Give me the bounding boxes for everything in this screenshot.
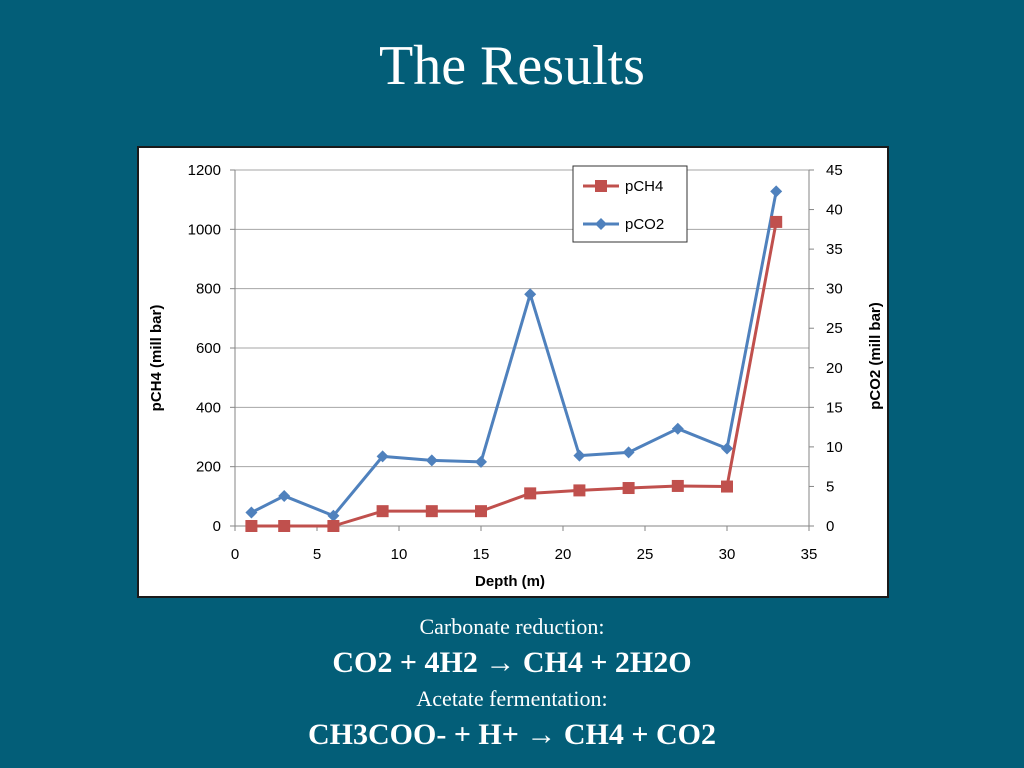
y-tick-label: 1000: [188, 221, 221, 238]
x-tick-label: 5: [313, 546, 321, 563]
reaction-label: Carbonate reduction:: [419, 614, 605, 639]
data-point-pch4: [278, 520, 291, 532]
y2-tick-label: 30: [826, 281, 843, 298]
data-point-pch4: [245, 520, 258, 532]
y2-tick-label: 5: [826, 478, 834, 495]
data-point-pch4: [622, 482, 635, 495]
y2-tick-label: 0: [826, 518, 834, 535]
series-line-pco2: [250, 191, 778, 518]
data-point-pch4: [770, 215, 783, 228]
data-point-pch4: [475, 505, 487, 518]
series-line-pch4: [251, 221, 778, 528]
y2-tick-label: 15: [826, 399, 843, 416]
data-point-pco2: [327, 509, 340, 522]
data-point-pco2: [376, 450, 389, 463]
data-point-pco2: [245, 506, 258, 519]
y-tick-label: 600: [196, 340, 221, 357]
data-point-pch4: [573, 484, 586, 497]
data-point-pco2: [475, 455, 487, 468]
data-point-pch4: [425, 505, 438, 518]
x-tick-label: 15: [473, 546, 490, 563]
y-tick-label: 1200: [188, 162, 221, 179]
y-axis-right-title: pCO2 (mill bar): [867, 302, 884, 410]
chart-frame: 0 200 400 600 800 1000 1200 0 5 10 15 20 25 30 35 40 45 0…: [137, 146, 889, 598]
data-point-pch4: [376, 505, 389, 518]
x-tick-label: 20: [555, 546, 572, 563]
reaction-equation: CO2 + 4H2 → CH4 + 2H2O: [332, 646, 692, 679]
legend: pCH4 pCO2: [572, 165, 688, 243]
x-tick-label: 25: [637, 546, 654, 563]
reaction-label: Acetate fermentation:: [416, 686, 608, 711]
series: [245, 185, 783, 532]
legend-swatch-marker: [595, 180, 607, 192]
x-axis-title: Depth (m): [475, 573, 545, 590]
data-point-pch4: [327, 520, 340, 532]
data-point-pco2: [278, 489, 291, 502]
legend-box: [572, 165, 688, 243]
y2-tick-label: 35: [826, 241, 843, 258]
data-point-pco2: [770, 185, 783, 198]
y-tick-label: 800: [196, 281, 221, 298]
slide-title: The Results: [379, 35, 645, 97]
data-point-pco2: [721, 442, 733, 455]
axes: 0 200 400 600 800 1000 1200 0 5 10 15 20 25 30 35 40 45 0…: [148, 162, 884, 590]
x-tick-label: 10: [391, 546, 408, 563]
data-point-pco2: [573, 449, 586, 462]
data-point-pco2: [524, 288, 537, 301]
x-tick-label: 30: [719, 546, 736, 563]
y2-tick-label: 20: [826, 360, 843, 377]
legend-label: pCH4: [625, 178, 663, 195]
data-point-pch4: [721, 480, 733, 493]
y2-tick-label: 45: [826, 162, 843, 179]
y-tick-label: 0: [213, 518, 221, 535]
y2-tick-label: 10: [826, 439, 843, 456]
gridlines: [235, 169, 809, 468]
x-tick-label: 0: [231, 546, 239, 563]
captions: Carbonate reduction: CO2 + 4H2 → CH4 + 2H…: [0, 612, 1024, 756]
y2-tick-label: 25: [826, 320, 843, 337]
y-axis-left-title: pCH4 (mill bar): [148, 305, 165, 412]
y-tick-label: 400: [196, 399, 221, 416]
legend-label: pCO2: [625, 216, 664, 233]
data-point-pch4: [671, 479, 684, 492]
data-point-pch4: [524, 487, 537, 500]
data-point-pco2: [425, 454, 438, 467]
legend-swatch-marker: [595, 218, 607, 230]
y2-tick-label: 40: [826, 202, 843, 219]
data-point-pco2: [671, 422, 684, 435]
y-tick-label: 200: [196, 459, 221, 476]
depth-profile-chart: 0 200 400 600 800 1000 1200 0 5 10 15 20 25 30 35 40 45 0…: [148, 162, 884, 590]
data-point-pco2: [622, 446, 635, 459]
reaction-equation: CH3COO- + H+ → CH4 + CO2: [308, 718, 716, 751]
x-tick-label: 35: [801, 546, 818, 563]
